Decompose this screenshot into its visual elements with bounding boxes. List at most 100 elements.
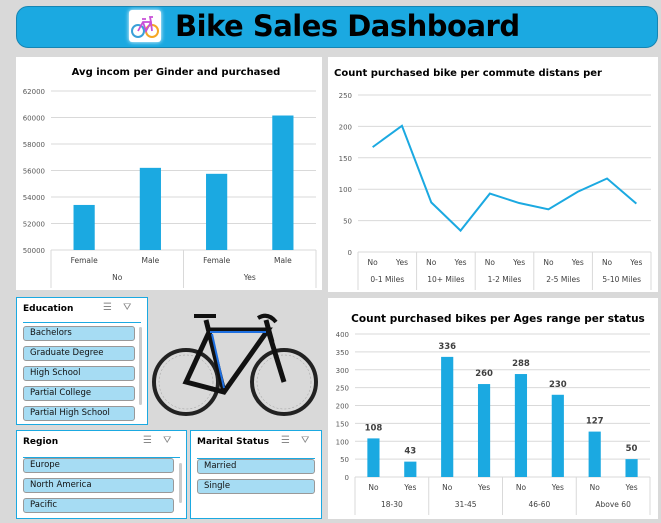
group-label: Yes [243, 273, 256, 282]
x-tick-label: Yes [571, 258, 584, 267]
y-tick-label: 250 [336, 385, 349, 393]
x-tick-label: Yes [395, 258, 408, 267]
group-label: 18-30 [381, 500, 403, 509]
data-label: 108 [365, 423, 383, 433]
slicer-item[interactable]: Pacific [23, 498, 174, 513]
bar [272, 115, 294, 250]
bar [588, 431, 601, 477]
slicer-item[interactable]: Graduate Degree [23, 346, 135, 361]
y-tick-label: 62000 [23, 88, 45, 96]
data-label: 50 [626, 444, 638, 454]
bar [206, 173, 228, 250]
multi-select-icon[interactable]: ☰ [143, 435, 152, 446]
data-label: 230 [549, 380, 567, 390]
slicer-item[interactable]: Europe [23, 458, 174, 473]
y-tick-label: 250 [339, 92, 352, 100]
group-label: Above 60 [595, 500, 631, 509]
y-tick-label: 400 [336, 331, 349, 339]
x-tick-label: No [602, 258, 613, 267]
y-tick-label: 200 [339, 123, 352, 131]
x-tick-label: Female [71, 256, 99, 265]
y-tick-label: 50 [343, 218, 352, 226]
x-tick-label: Yes [625, 483, 638, 492]
slicer-item[interactable]: Partial High School [23, 406, 135, 421]
y-tick-label: 50 [340, 456, 349, 464]
multi-select-icon[interactable]: ☰ [103, 302, 112, 313]
y-tick-label: 58000 [23, 141, 45, 149]
slicer-item[interactable]: High School [23, 366, 135, 381]
slicer-item[interactable]: Partial College [23, 386, 135, 401]
group-label: 0-1 Miles [370, 275, 404, 284]
data-label: 43 [404, 447, 416, 457]
clear-filter-icon[interactable]: ⛛ [123, 302, 132, 313]
y-tick-label: 200 [336, 403, 349, 411]
bar [625, 459, 638, 477]
chart-title: Avg incom per Ginder and purchased [72, 67, 281, 78]
group-label: 31-45 [455, 500, 477, 509]
bar [441, 356, 454, 477]
y-tick-label: 54000 [23, 194, 45, 202]
x-tick-label: Yes [551, 483, 564, 492]
slicer-item[interactable]: Single [197, 479, 315, 494]
bar [404, 461, 417, 477]
x-tick-label: Yes [629, 258, 642, 267]
slicer-item[interactable]: Bachelors [23, 326, 135, 341]
bar [73, 204, 95, 250]
y-tick-label: 52000 [23, 221, 45, 229]
scrollbar[interactable] [139, 327, 142, 405]
slicer-title: Marital Status [197, 437, 270, 447]
series-line [372, 124, 638, 233]
marital-status-slicer: Marital Status ☰ ⛛ Married Single [190, 430, 322, 519]
y-tick-label: 0 [348, 249, 352, 257]
data-label: 288 [512, 359, 530, 369]
age-range-chart: Count purchased bikes per Ages range per… [328, 298, 658, 519]
x-tick-label: No [543, 258, 554, 267]
y-tick-label: 150 [339, 155, 352, 163]
y-tick-label: 300 [336, 367, 349, 375]
x-tick-label: No [426, 258, 437, 267]
bike-image [150, 302, 322, 422]
y-tick-label: 0 [345, 474, 349, 482]
multi-select-icon[interactable]: ☰ [281, 435, 290, 446]
slicer-title: Education [23, 304, 74, 314]
slicer-item[interactable]: Married [197, 459, 315, 474]
bike-icon [129, 10, 161, 42]
dashboard-title: Bike Sales Dashboard [175, 9, 520, 43]
y-tick-label: 350 [336, 349, 349, 357]
data-label: 336 [438, 342, 456, 352]
avg-income-chart: Avg incom per Ginder and purchased 50000 5… [16, 57, 322, 290]
chart-title: Count purchased bikes per Ages range per… [351, 313, 645, 325]
region-slicer: Region ☰ ⛛ Europe North America Pacific [16, 430, 187, 519]
x-tick-label: Male [141, 256, 159, 265]
group-label: 10+ Miles [427, 275, 464, 284]
y-tick-label: 60000 [23, 115, 45, 123]
x-tick-label: No [516, 483, 527, 492]
y-tick-label: 50000 [23, 247, 45, 255]
x-tick-label: No [368, 483, 379, 492]
x-tick-label: Female [203, 256, 231, 265]
group-label: 46-60 [528, 500, 550, 509]
slicer-item[interactable]: North America [23, 478, 174, 493]
bar [514, 374, 528, 477]
scrollbar[interactable] [179, 463, 182, 503]
x-tick-label: Yes [477, 483, 490, 492]
group-label: 5-10 Miles [602, 275, 641, 284]
x-tick-label: No [485, 258, 496, 267]
bar [551, 394, 564, 477]
x-tick-label: Yes [453, 258, 466, 267]
clear-filter-icon[interactable]: ⛛ [163, 435, 172, 446]
y-tick-label: 100 [336, 438, 349, 446]
x-tick-label: No [368, 258, 379, 267]
data-label: 127 [586, 417, 604, 427]
x-tick-label: Yes [512, 258, 525, 267]
bar [139, 167, 161, 250]
group-label: No [112, 273, 123, 282]
group-label: 1-2 Miles [488, 275, 522, 284]
chart-title: Count purchased bike per commute distans… [334, 68, 602, 79]
group-label: 2-5 Miles [546, 275, 580, 284]
x-tick-label: Male [274, 256, 292, 265]
bar [367, 438, 380, 477]
y-tick-label: 150 [336, 420, 349, 428]
clear-filter-icon[interactable]: ⛛ [301, 435, 310, 446]
x-tick-label: Yes [403, 483, 416, 492]
